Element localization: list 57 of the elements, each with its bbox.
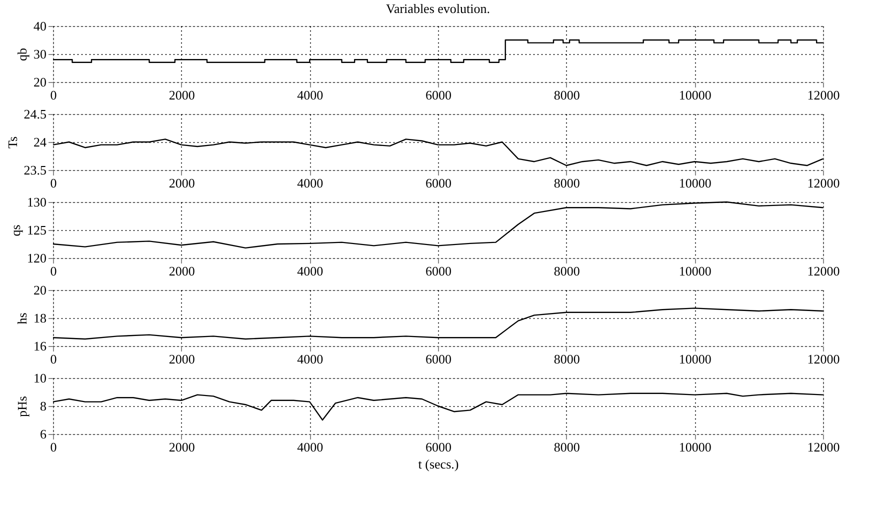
y-tick-label: 8	[40, 398, 46, 414]
y-tick-label: 16	[34, 338, 47, 354]
y-axis-title: hs	[14, 312, 30, 324]
y-tick-label: 20	[34, 74, 46, 90]
x-tick-label: 0	[50, 352, 57, 366]
x-tick-label: 2000	[168, 264, 195, 278]
y-tick-label: 130	[27, 194, 46, 210]
y-tick-label: 10	[34, 370, 46, 386]
y-axis-title: qb	[14, 48, 30, 61]
x-tick-label: 10000	[678, 264, 712, 278]
x-tick-label: 4000	[297, 352, 324, 366]
x-tick-label: 10000	[678, 352, 712, 366]
x-tick-label: 0	[50, 176, 57, 190]
x-tick-label: 0	[50, 264, 57, 278]
chart-title: Variables evolution.	[386, 1, 490, 16]
x-tick-label: 4000	[297, 88, 324, 102]
x-tick-label: 12000	[807, 264, 840, 278]
x-tick-label: 4000	[297, 176, 324, 190]
y-axis-title: qs	[8, 224, 23, 236]
x-tick-label: 12000	[807, 88, 840, 102]
x-tick-label: 8000	[554, 352, 580, 366]
x-tick-label: 6000	[426, 264, 452, 278]
x-tick-label: 10000	[678, 176, 712, 190]
x-axis-title: t (secs.)	[418, 456, 459, 472]
y-tick-label: 6	[40, 426, 47, 442]
x-tick-label: 12000	[807, 440, 840, 454]
y-tick-label: 30	[34, 46, 46, 62]
x-tick-label: 6000	[426, 88, 452, 102]
x-tick-label: 8000	[554, 264, 580, 278]
x-tick-label: 4000	[297, 440, 324, 454]
x-tick-label: 8000	[554, 440, 580, 454]
x-tick-label: 2000	[168, 88, 195, 102]
x-tick-label: 0	[50, 88, 57, 102]
x-tick-label: 6000	[426, 352, 452, 366]
y-tick-label: 120	[27, 250, 46, 266]
y-tick-label: 24	[34, 134, 47, 150]
y-axis-title: pHs	[14, 396, 30, 417]
x-tick-label: 12000	[807, 176, 840, 190]
x-tick-label: 10000	[678, 440, 712, 454]
x-tick-label: 8000	[554, 176, 580, 190]
x-tick-label: 8000	[554, 88, 580, 102]
x-tick-label: 0	[50, 440, 57, 454]
y-tick-label: 125	[27, 222, 46, 238]
x-tick-label: 10000	[678, 88, 712, 102]
y-tick-label: 23.5	[24, 162, 46, 178]
x-tick-label: 6000	[426, 176, 452, 190]
x-tick-label: 2000	[168, 176, 195, 190]
y-tick-label: 24.5	[24, 106, 46, 122]
x-tick-label: 2000	[168, 440, 195, 454]
y-tick-label: 18	[34, 310, 46, 326]
x-tick-label: 4000	[297, 264, 324, 278]
x-tick-label: 2000	[168, 352, 195, 366]
x-tick-label: 12000	[807, 352, 840, 366]
y-tick-label: 20	[34, 282, 46, 298]
y-tick-label: 40	[34, 18, 46, 34]
x-tick-label: 6000	[426, 440, 452, 454]
y-axis-title: Ts	[4, 136, 20, 149]
